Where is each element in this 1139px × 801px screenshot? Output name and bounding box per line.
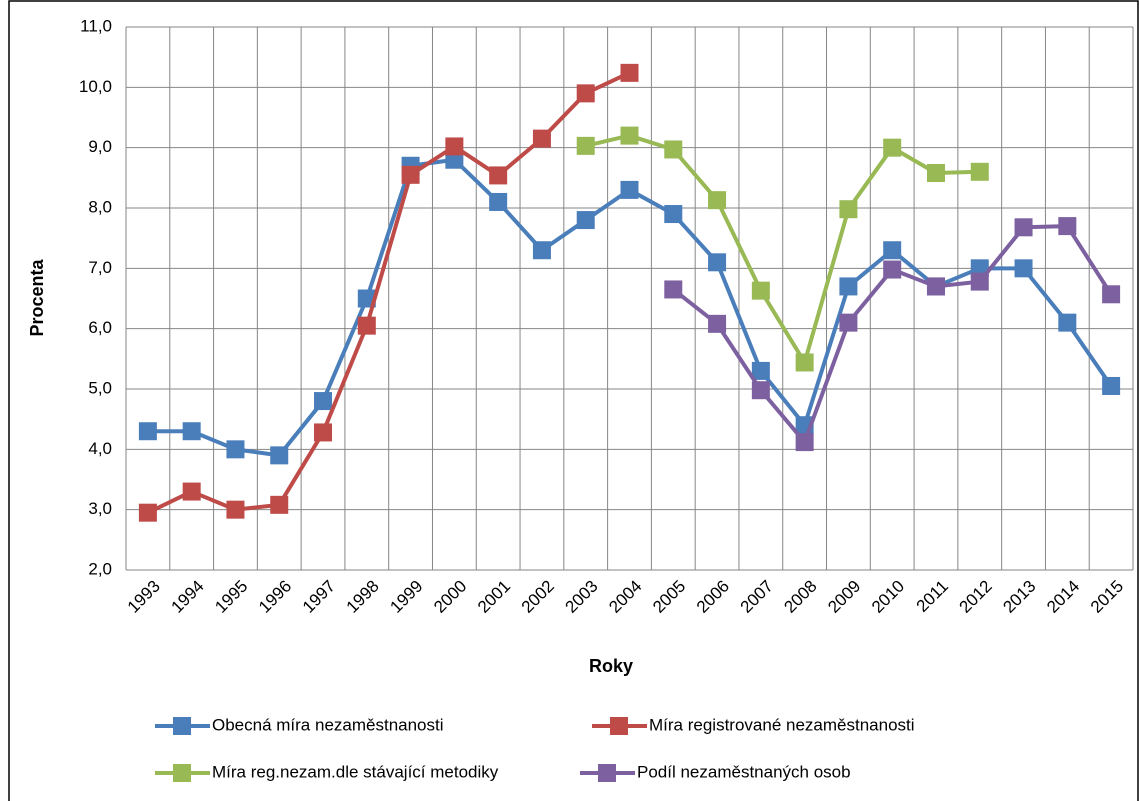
x-tick-label: 1993 <box>124 577 164 617</box>
y-tick-label: 2,0 <box>88 559 112 578</box>
x-tick-label: 1994 <box>167 577 207 617</box>
data-point <box>138 422 157 441</box>
x-tick-label: 1996 <box>255 577 295 617</box>
data-point <box>1014 259 1033 278</box>
data-point <box>708 191 727 210</box>
data-point <box>883 260 902 279</box>
data-point <box>357 316 376 335</box>
y-tick-label: 7,0 <box>88 258 112 277</box>
series-line <box>147 157 1113 458</box>
data-point <box>532 129 551 148</box>
data-point <box>620 63 639 82</box>
x-tick-label: 2002 <box>518 577 558 617</box>
data-point <box>751 381 770 400</box>
legend-marker <box>173 717 191 735</box>
data-point <box>839 277 858 296</box>
data-point <box>1102 376 1121 395</box>
data-point <box>795 353 814 372</box>
data-point <box>1102 285 1121 304</box>
data-point <box>1058 313 1077 332</box>
data-point <box>270 446 289 465</box>
legend-label: Míra registrované nezaměstnanosti <box>649 715 915 734</box>
data-point <box>708 314 727 333</box>
x-tick-label: 2005 <box>649 577 689 617</box>
x-tick-label: 2003 <box>562 577 602 617</box>
legend-marker <box>610 717 628 735</box>
data-point <box>182 482 201 501</box>
x-tick-label: 2015 <box>1087 577 1127 617</box>
x-tick-label: 2010 <box>868 577 908 617</box>
legend-label: Obecná míra nezaměstnanosti <box>212 715 444 734</box>
y-tick-label: 8,0 <box>88 197 112 216</box>
x-tick-label: 1995 <box>211 577 251 617</box>
data-point <box>445 137 464 156</box>
x-tick-label: 1997 <box>299 577 339 617</box>
y-tick-label: 6,0 <box>88 318 112 337</box>
x-tick-label: 2004 <box>605 577 645 617</box>
x-axis-label: Roky <box>589 656 633 676</box>
data-point <box>664 140 683 159</box>
y-axis-label: Procenta <box>27 258 47 336</box>
data-point <box>138 503 157 522</box>
data-point <box>664 280 683 299</box>
x-tick-label: 2012 <box>956 577 996 617</box>
y-tick-label: 4,0 <box>88 439 112 458</box>
x-tick-label: 2001 <box>474 577 514 617</box>
data-point <box>1058 217 1077 236</box>
x-tick-label: 2011 <box>913 577 952 616</box>
data-point <box>751 281 770 300</box>
data-point <box>839 313 858 332</box>
data-point <box>489 192 508 211</box>
data-point <box>795 433 814 452</box>
data-point <box>620 126 639 145</box>
data-point <box>926 277 945 296</box>
x-tick-label: 2009 <box>824 577 864 617</box>
data-point <box>620 180 639 199</box>
data-point <box>839 200 858 219</box>
chart-frame <box>8 0 1139 801</box>
data-point <box>883 138 902 157</box>
data-point <box>314 423 333 442</box>
legend-label: Podíl nezaměstnaných osob <box>637 762 851 781</box>
data-point <box>226 500 245 519</box>
legend-label: Míra reg.nezam.dle stávající metodiky <box>212 762 499 781</box>
y-tick-label: 11,0 <box>80 16 112 35</box>
x-tick-label: 2006 <box>693 577 733 617</box>
series-line <box>585 133 980 365</box>
data-point <box>708 253 727 272</box>
y-tick-label: 3,0 <box>88 499 112 518</box>
data-point <box>226 440 245 459</box>
x-tick-label: 1999 <box>386 577 426 617</box>
data-point <box>926 164 945 183</box>
x-tick-label: 2013 <box>999 577 1039 617</box>
data-point <box>576 211 595 230</box>
x-tick-label: 2000 <box>430 577 470 617</box>
x-tick-label: 2008 <box>780 577 820 617</box>
data-point <box>532 241 551 260</box>
data-point <box>182 422 201 441</box>
data-point <box>664 205 683 224</box>
y-tick-label: 10,0 <box>79 77 112 96</box>
data-point <box>489 166 508 185</box>
y-tick-label: 5,0 <box>88 378 112 397</box>
data-point <box>401 165 420 184</box>
data-point <box>314 392 333 411</box>
data-point <box>970 162 989 181</box>
data-point <box>1014 218 1033 237</box>
data-point <box>751 361 770 380</box>
data-point <box>970 272 989 291</box>
data-point <box>883 241 902 260</box>
x-tick-label: 2007 <box>737 577 777 617</box>
data-point <box>270 495 289 514</box>
legend-marker <box>173 764 191 782</box>
x-tick-label: 2014 <box>1043 577 1083 617</box>
x-tick-label: 1998 <box>343 577 383 617</box>
legend-marker <box>598 764 616 782</box>
y-tick-label: 9,0 <box>88 137 112 156</box>
data-point <box>576 84 595 103</box>
data-point <box>576 136 595 155</box>
